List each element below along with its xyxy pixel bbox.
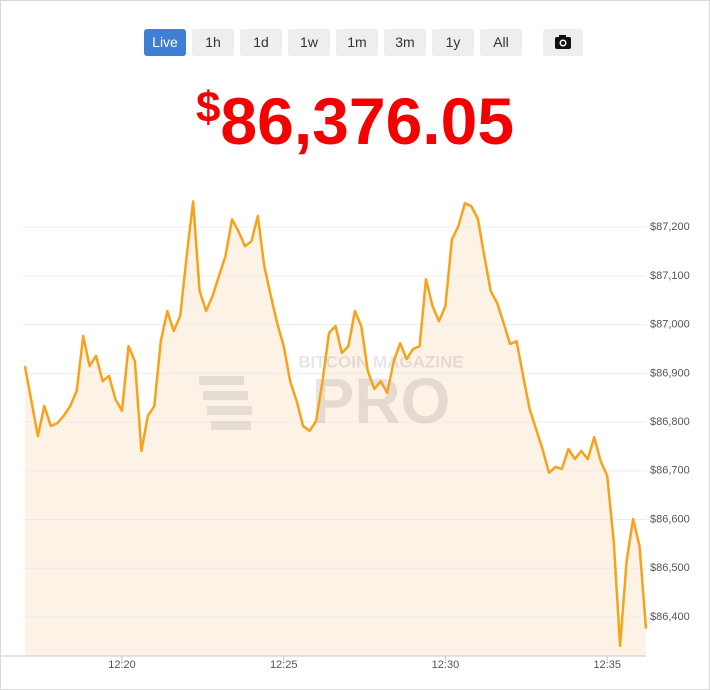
y-tick-label: $86,500 (650, 562, 690, 574)
y-tick-label: $86,900 (650, 367, 690, 379)
y-tick-label: $86,400 (650, 611, 690, 623)
range-button[interactable]: 3m (384, 29, 426, 56)
y-tick-label: $87,000 (650, 319, 690, 331)
x-tick-label: 12:20 (108, 659, 136, 671)
range-buttons: Live 1h 1d 1w 1m 3m 1y All (144, 29, 522, 56)
range-button[interactable]: 1m (336, 29, 378, 56)
price-line (23, 200, 648, 648)
y-tick-label: $86,600 (650, 513, 690, 525)
range-button[interactable]: 1w (288, 29, 330, 56)
watermark-bottom: PRO (312, 365, 451, 437)
price: $86,376.05 (1, 83, 709, 159)
range-button[interactable]: 1y (432, 29, 474, 56)
watermark: BITCOIN MAGAZINE PRO (199, 352, 464, 437)
x-tick-label: 12:25 (270, 659, 298, 671)
camera-icon (555, 35, 571, 49)
range-button[interactable]: All (480, 29, 522, 56)
y-tick-label: $87,100 (650, 270, 690, 282)
watermark-top: BITCOIN MAGAZINE (298, 352, 463, 371)
y-tick-label: $86,700 (650, 465, 690, 477)
range-button[interactable]: Live (144, 29, 186, 56)
price-amount: 86,376.05 (220, 84, 515, 158)
y-tick-label: $87,200 (650, 221, 690, 233)
currency: $ (195, 83, 221, 132)
area (24, 201, 646, 656)
screenshot-button[interactable] (543, 29, 583, 56)
y-tick-label: $86,800 (650, 416, 690, 428)
x-tick-label: 12:35 (593, 659, 621, 671)
x-tick-label: 12:30 (432, 659, 460, 671)
range-button[interactable]: 1h (192, 29, 234, 56)
range-button[interactable]: 1d (240, 29, 282, 56)
